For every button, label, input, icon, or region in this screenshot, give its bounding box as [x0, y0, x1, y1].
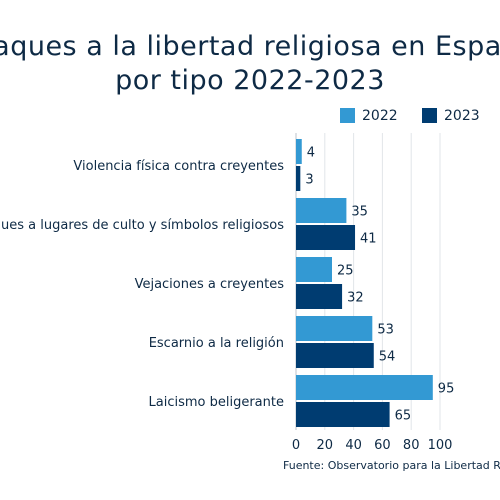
- chart-title-line-1: Ataques a la libertad religiosa en Españ…: [0, 31, 500, 62]
- bar: [296, 343, 374, 368]
- bar-value-label: 95: [438, 382, 455, 397]
- x-tick-label: 40: [345, 438, 362, 453]
- bar: [296, 316, 373, 341]
- bar-value-label: 4: [307, 146, 315, 161]
- category-label: Laicismo beligerante: [149, 395, 284, 410]
- category-label: Ataques a lugares de culto y símbolos re…: [0, 218, 284, 233]
- legend-swatch-2023: [422, 108, 437, 123]
- bar-value-label: 32: [347, 291, 364, 306]
- category-label: Escarnio a la religión: [149, 336, 284, 351]
- bar: [296, 139, 302, 164]
- x-tick-label: 60: [374, 438, 391, 453]
- bar-value-label: 35: [351, 205, 368, 220]
- legend-label-2022: 2022: [362, 108, 398, 124]
- bar: [296, 166, 301, 191]
- bar-value-label: 54: [379, 350, 396, 365]
- bar-value-label: 3: [305, 173, 313, 188]
- bar-value-label: 25: [337, 264, 354, 279]
- bar-value-label: 41: [360, 232, 377, 247]
- bar: [296, 284, 343, 309]
- legend-swatch-2022: [340, 108, 355, 123]
- bar: [296, 257, 332, 282]
- category-label: Violencia física contra creyentes: [73, 159, 284, 174]
- bar: [296, 375, 433, 400]
- x-tick-label: 80: [403, 438, 420, 453]
- source-note: Fuente: Observatorio para la Libertad Re…: [283, 459, 500, 472]
- x-tick-label: 100: [428, 438, 453, 453]
- category-label: Vejaciones a creyentes: [135, 277, 285, 292]
- x-tick-label: 0: [292, 438, 300, 453]
- legend-label-2023: 2023: [444, 108, 480, 124]
- bar: [296, 225, 356, 250]
- bar-value-label: 65: [395, 409, 412, 424]
- chart-title-line-2: por tipo 2022-2023: [115, 65, 385, 96]
- bar: [296, 402, 390, 427]
- bar: [296, 198, 347, 223]
- x-tick-label: 20: [317, 438, 334, 453]
- bar-value-label: 53: [377, 323, 394, 338]
